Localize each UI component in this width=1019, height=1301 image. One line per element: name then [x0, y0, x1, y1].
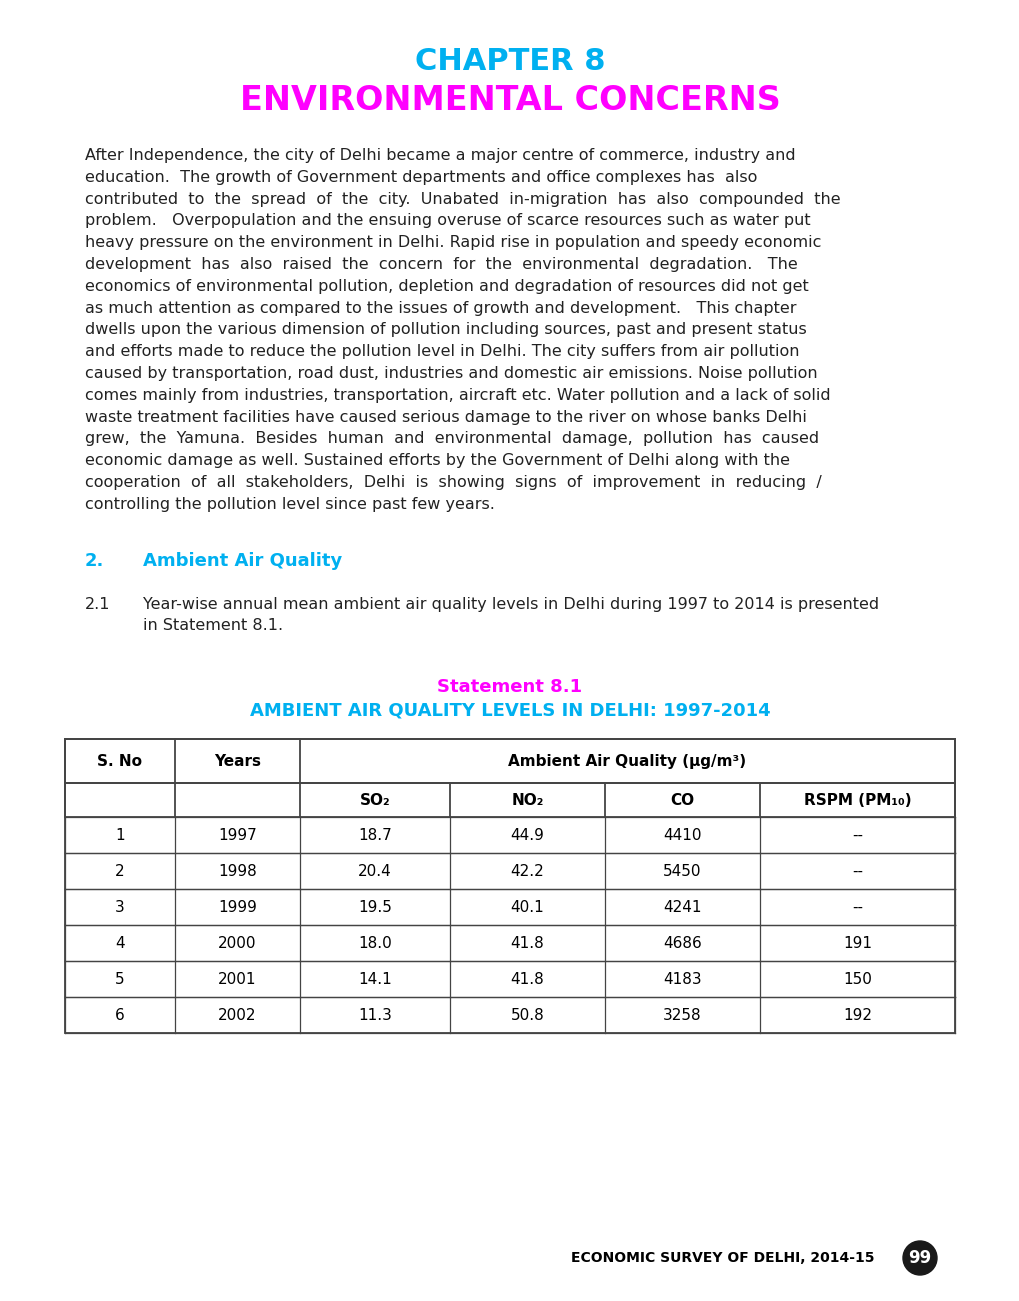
Text: economics of environmental pollution, depletion and degradation of resources did: economics of environmental pollution, de… [85, 278, 808, 294]
Text: RSPM (PM₁₀): RSPM (PM₁₀) [803, 792, 910, 808]
Text: comes mainly from industries, transportation, aircraft etc. Water pollution and : comes mainly from industries, transporta… [85, 388, 829, 403]
Text: development  has  also  raised  the  concern  for  the  environmental  degradati: development has also raised the concern … [85, 258, 797, 272]
Bar [65, 739, 954, 1033]
Text: 18.7: 18.7 [358, 827, 391, 843]
Text: problem.   Overpopulation and the ensuing overuse of scarce resources such as wa: problem. Overpopulation and the ensuing … [85, 213, 810, 229]
Text: 6: 6 [115, 1008, 124, 1023]
Text: grew,  the  Yamuna.  Besides  human  and  environmental  damage,  pollution  has: grew, the Yamuna. Besides human and envi… [85, 432, 818, 446]
Text: Year-wise annual mean ambient air quality levels in Delhi during 1997 to 2014 is: Year-wise annual mean ambient air qualit… [143, 597, 878, 611]
Text: 99: 99 [908, 1249, 930, 1267]
Text: CO: CO [669, 792, 694, 808]
Text: heavy pressure on the environment in Delhi. Rapid rise in population and speedy : heavy pressure on the environment in Del… [85, 235, 820, 250]
Text: 42.2: 42.2 [511, 864, 544, 878]
Text: caused by transportation, road dust, industries and domestic air emissions. Nois: caused by transportation, road dust, ind… [85, 366, 817, 381]
Text: 11.3: 11.3 [358, 1008, 391, 1023]
Text: S. No: S. No [98, 753, 143, 769]
Text: 1997: 1997 [218, 827, 257, 843]
Text: After Independence, the city of Delhi became a major centre of commerce, industr: After Independence, the city of Delhi be… [85, 148, 795, 163]
Text: 41.8: 41.8 [511, 972, 544, 986]
Text: CHAPTER 8: CHAPTER 8 [415, 48, 604, 77]
Text: waste treatment facilities have caused serious damage to the river on whose bank: waste treatment facilities have caused s… [85, 410, 806, 424]
Text: 4241: 4241 [662, 900, 701, 915]
Text: Years: Years [214, 753, 261, 769]
Text: 50.8: 50.8 [511, 1008, 544, 1023]
Text: dwells upon the various dimension of pollution including sources, past and prese: dwells upon the various dimension of pol… [85, 323, 806, 337]
Text: and efforts made to reduce the pollution level in Delhi. The city suffers from a: and efforts made to reduce the pollution… [85, 345, 799, 359]
Text: NO₂: NO₂ [511, 792, 543, 808]
Text: AMBIENT AIR QUALITY LEVELS IN DELHI: 1997-2014: AMBIENT AIR QUALITY LEVELS IN DELHI: 199… [250, 701, 769, 719]
Text: 2.1: 2.1 [85, 597, 110, 611]
Text: in Statement 8.1.: in Statement 8.1. [143, 618, 283, 634]
Text: 1: 1 [115, 827, 124, 843]
Text: 2.: 2. [85, 552, 104, 570]
Text: 1999: 1999 [218, 900, 257, 915]
Text: contributed  to  the  spread  of  the  city.  Unabated  in-migration  has  also : contributed to the spread of the city. U… [85, 191, 840, 207]
Text: --: -- [851, 864, 862, 878]
Text: 192: 192 [842, 1008, 871, 1023]
Text: 4686: 4686 [662, 935, 701, 951]
Text: 41.8: 41.8 [511, 935, 544, 951]
Text: 19.5: 19.5 [358, 900, 391, 915]
Text: --: -- [851, 900, 862, 915]
Text: 5: 5 [115, 972, 124, 986]
Text: 2: 2 [115, 864, 124, 878]
Text: 191: 191 [842, 935, 871, 951]
Text: 18.0: 18.0 [358, 935, 391, 951]
Text: 1998: 1998 [218, 864, 257, 878]
Text: --: -- [851, 827, 862, 843]
Text: Ambient Air Quality: Ambient Air Quality [143, 552, 342, 570]
Text: SO₂: SO₂ [360, 792, 390, 808]
Text: Ambient Air Quality (μg/m³): Ambient Air Quality (μg/m³) [507, 753, 746, 769]
Text: education.  The growth of Government departments and office complexes has  also: education. The growth of Government depa… [85, 170, 757, 185]
Text: 3: 3 [115, 900, 124, 915]
Text: 4410: 4410 [662, 827, 701, 843]
Text: as much attention as compared to the issues of growth and development.   This ch: as much attention as compared to the iss… [85, 301, 796, 316]
Text: controlling the pollution level since past few years.: controlling the pollution level since pa… [85, 497, 494, 511]
Text: 150: 150 [843, 972, 871, 986]
Text: 40.1: 40.1 [511, 900, 544, 915]
Text: 20.4: 20.4 [358, 864, 391, 878]
Text: 2000: 2000 [218, 935, 257, 951]
Text: 4183: 4183 [662, 972, 701, 986]
Text: ENVIRONMENTAL CONCERNS: ENVIRONMENTAL CONCERNS [239, 83, 780, 117]
Text: Statement 8.1: Statement 8.1 [437, 678, 582, 696]
Text: 5450: 5450 [662, 864, 701, 878]
Circle shape [902, 1241, 936, 1275]
Text: economic damage as well. Sustained efforts by the Government of Delhi along with: economic damage as well. Sustained effor… [85, 453, 790, 468]
Text: 14.1: 14.1 [358, 972, 391, 986]
Text: cooperation  of  all  stakeholders,  Delhi  is  showing  signs  of  improvement : cooperation of all stakeholders, Delhi i… [85, 475, 821, 490]
Text: ECONOMIC SURVEY OF DELHI, 2014-15: ECONOMIC SURVEY OF DELHI, 2014-15 [571, 1252, 874, 1265]
Text: 2001: 2001 [218, 972, 257, 986]
Text: 2002: 2002 [218, 1008, 257, 1023]
Text: 4: 4 [115, 935, 124, 951]
Text: 3258: 3258 [662, 1008, 701, 1023]
Text: 44.9: 44.9 [511, 827, 544, 843]
